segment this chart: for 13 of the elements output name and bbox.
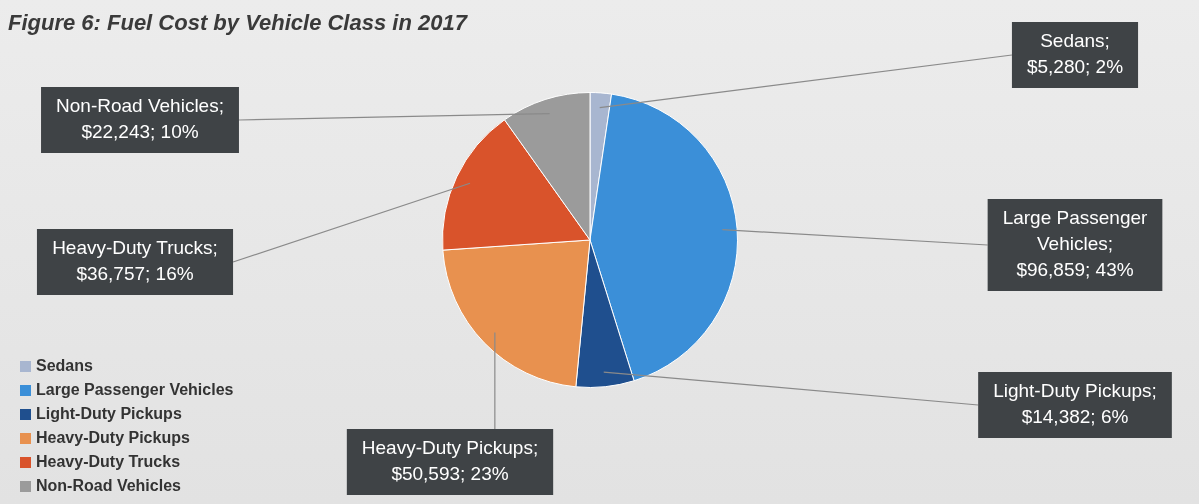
- legend-label: Large Passenger Vehicles: [36, 380, 234, 400]
- data-label: Heavy-Duty Trucks; $36,757; 16%: [52, 237, 218, 285]
- data-label: Large Passenger Vehicles; $96,859; 43%: [1002, 207, 1149, 281]
- data-label: Sedans; $5,280; 2%: [1026, 30, 1124, 78]
- data-label: Non-Road Vehicles; $22,243; 10%: [56, 95, 224, 143]
- legend-label: Non-Road Vehicles: [36, 476, 181, 496]
- legend-label: Sedans: [36, 356, 93, 376]
- data-label: Heavy-Duty Pickups; $50,593; 23%: [361, 437, 539, 485]
- chart-title: Figure 6: Fuel Cost by Vehicle Class in 2017: [8, 10, 467, 36]
- legend-label: Heavy-Duty Pickups: [36, 428, 190, 448]
- legend-label: Light-Duty Pickups: [36, 404, 182, 424]
- legend-label: Heavy-Duty Trucks: [36, 452, 181, 472]
- data-label: Light-Duty Pickups; $14,382; 6%: [993, 380, 1157, 428]
